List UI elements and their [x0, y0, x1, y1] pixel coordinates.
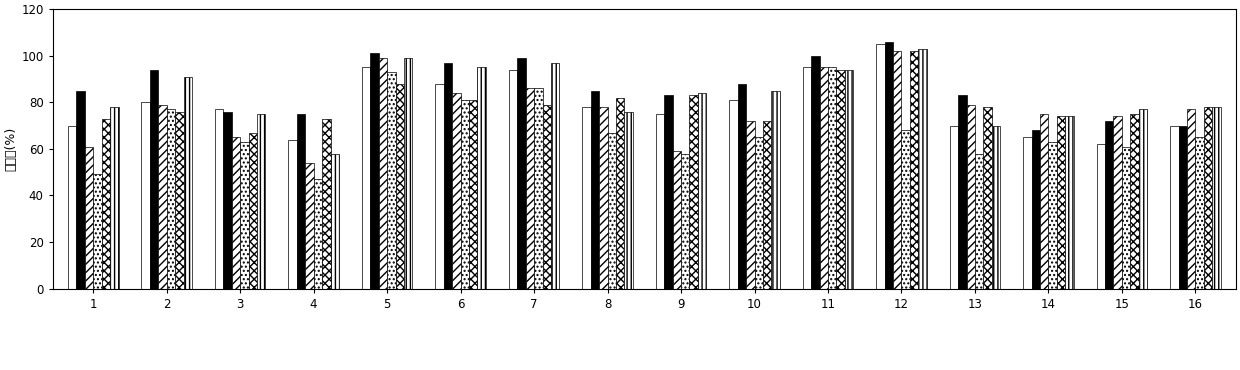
Bar	[672, 151, 681, 289]
Bar	[508, 70, 517, 289]
Bar	[1195, 137, 1204, 289]
Bar	[166, 109, 175, 289]
Bar	[314, 179, 322, 289]
Bar	[583, 107, 590, 289]
Bar	[590, 91, 599, 289]
Bar	[150, 70, 159, 289]
Bar	[534, 88, 543, 289]
Bar	[828, 67, 837, 289]
Bar	[966, 105, 975, 289]
Bar	[435, 84, 444, 289]
Bar	[983, 107, 992, 289]
Bar	[811, 56, 820, 289]
Bar	[141, 102, 150, 289]
Bar	[763, 121, 771, 289]
Bar	[884, 42, 893, 289]
Bar	[1204, 107, 1213, 289]
Bar	[232, 137, 241, 289]
Bar	[223, 112, 232, 289]
Bar	[1065, 116, 1074, 289]
Bar	[665, 95, 672, 289]
Bar	[975, 154, 983, 289]
Bar	[460, 100, 469, 289]
Bar	[444, 63, 453, 289]
Bar	[331, 154, 339, 289]
Bar	[820, 67, 828, 289]
Bar	[248, 132, 257, 289]
Bar	[84, 147, 93, 289]
Bar	[950, 125, 959, 289]
Bar	[1213, 107, 1220, 289]
Bar	[76, 91, 84, 289]
Bar	[1096, 144, 1105, 289]
Bar	[102, 119, 110, 289]
Bar	[1040, 114, 1049, 289]
Bar	[1178, 125, 1187, 289]
Bar	[543, 105, 551, 289]
Bar	[387, 72, 396, 289]
Bar	[322, 119, 331, 289]
Bar	[378, 58, 387, 289]
Bar	[877, 44, 884, 289]
Bar	[371, 53, 378, 289]
Bar	[396, 84, 404, 289]
Bar	[893, 51, 901, 289]
Bar	[729, 100, 738, 289]
Bar	[844, 70, 853, 289]
Bar	[362, 67, 371, 289]
Bar	[625, 112, 632, 289]
Bar	[159, 105, 166, 289]
Bar	[526, 88, 534, 289]
Bar	[656, 114, 665, 289]
Bar	[469, 100, 477, 289]
Bar	[68, 125, 76, 289]
Bar	[608, 132, 616, 289]
Bar	[689, 95, 698, 289]
Bar	[1138, 109, 1147, 289]
Y-axis label: 回收率(%): 回收率(%)	[4, 127, 17, 171]
Bar	[1122, 147, 1131, 289]
Bar	[802, 67, 811, 289]
Bar	[901, 130, 910, 289]
Bar	[1049, 142, 1056, 289]
Bar	[754, 137, 763, 289]
Bar	[551, 63, 559, 289]
Bar	[453, 93, 460, 289]
Bar	[184, 77, 192, 289]
Bar	[257, 114, 265, 289]
Bar	[1171, 125, 1178, 289]
Bar	[288, 139, 296, 289]
Bar	[175, 112, 184, 289]
Bar	[919, 49, 926, 289]
Bar	[241, 142, 248, 289]
Bar	[1131, 114, 1138, 289]
Bar	[910, 51, 919, 289]
Bar	[110, 107, 119, 289]
Bar	[1187, 109, 1195, 289]
Bar	[305, 163, 314, 289]
Bar	[404, 58, 413, 289]
Bar	[1105, 121, 1114, 289]
Bar	[1114, 116, 1122, 289]
Bar	[477, 67, 486, 289]
Bar	[681, 154, 689, 289]
Bar	[296, 114, 305, 289]
Bar	[837, 70, 844, 289]
Bar	[746, 121, 754, 289]
Bar	[959, 95, 966, 289]
Bar	[517, 58, 526, 289]
Bar	[215, 109, 223, 289]
Bar	[616, 98, 625, 289]
Bar	[93, 175, 102, 289]
Bar	[738, 84, 746, 289]
Bar	[599, 107, 608, 289]
Bar	[1056, 116, 1065, 289]
Bar	[1023, 137, 1032, 289]
Bar	[698, 93, 707, 289]
Bar	[992, 125, 1001, 289]
Bar	[771, 91, 780, 289]
Bar	[1032, 130, 1040, 289]
